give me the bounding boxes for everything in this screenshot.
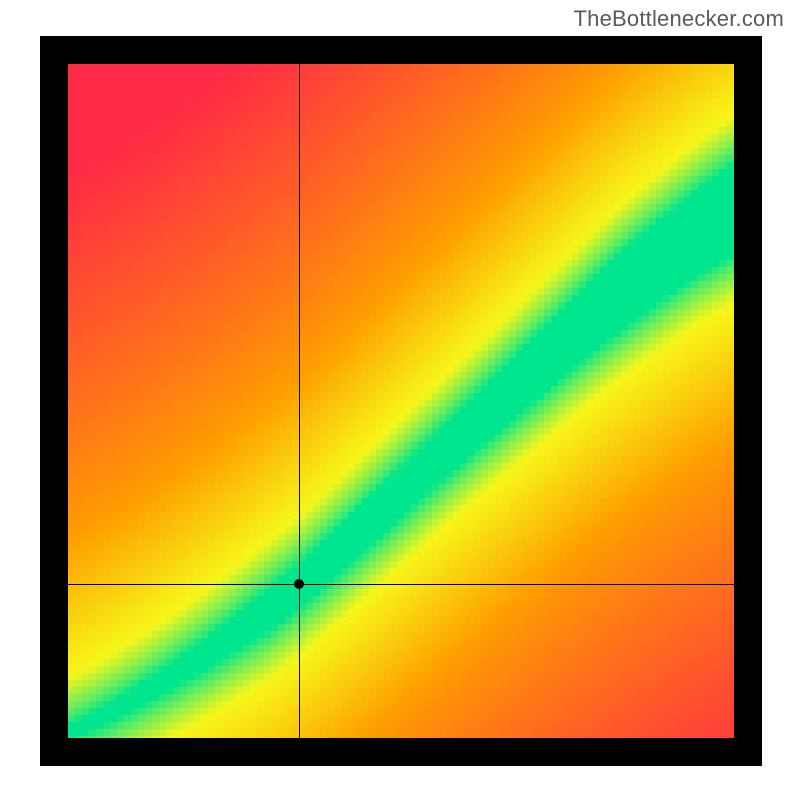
heatmap-canvas (68, 64, 734, 738)
chart-container: TheBottlenecker.com (0, 0, 800, 800)
crosshair-marker-dot (294, 579, 304, 589)
watermark-text: TheBottlenecker.com (574, 6, 784, 32)
crosshair-vertical (299, 64, 300, 738)
crosshair-horizontal (68, 584, 734, 585)
